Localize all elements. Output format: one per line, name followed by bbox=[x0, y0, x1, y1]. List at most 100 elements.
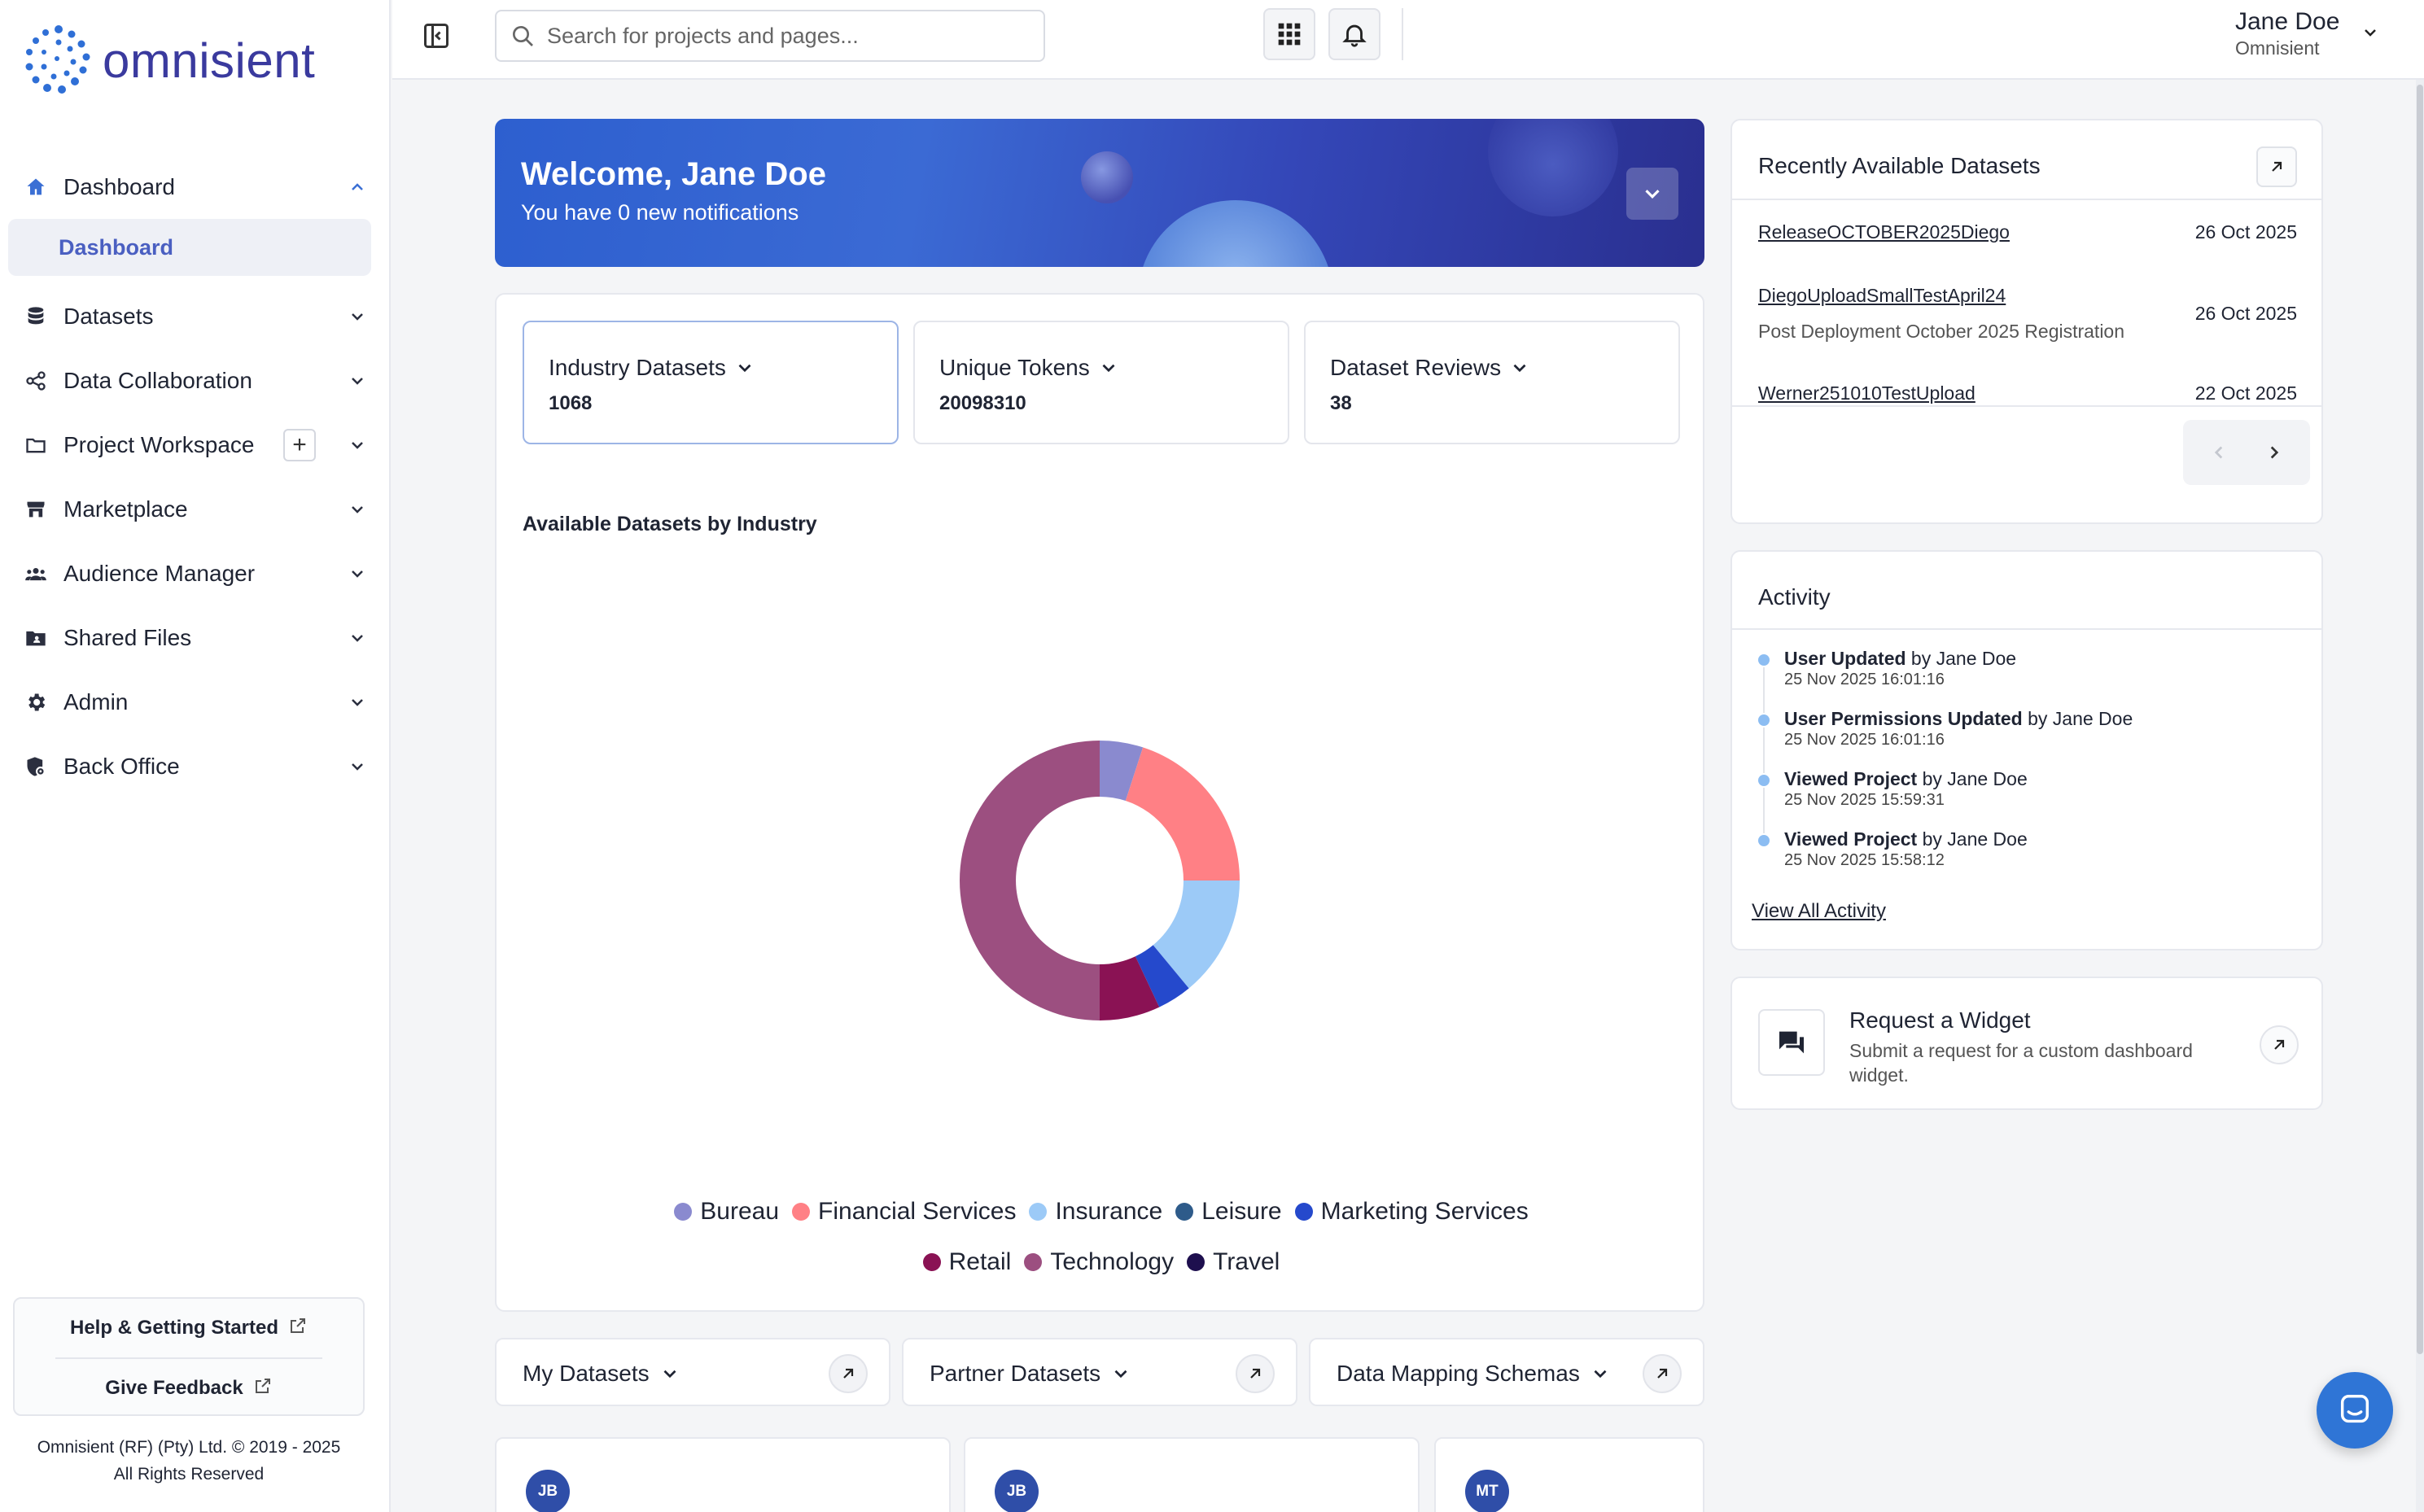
request-widget-description: Submit a request for a custom dashboard … bbox=[1849, 1040, 2193, 1086]
sidebar-item-label: Datasets bbox=[63, 303, 154, 329]
apps-grid-button[interactable] bbox=[1263, 8, 1315, 60]
welcome-title: Welcome, Jane Doe bbox=[521, 156, 826, 192]
donut-slice-bureau[interactable] bbox=[1100, 741, 1144, 802]
sidebar-item-admin[interactable]: Admin bbox=[0, 670, 391, 734]
grid-icon bbox=[1278, 23, 1301, 46]
legend-item-bureau[interactable]: Bureau bbox=[674, 1198, 779, 1226]
logo[interactable]: omnisient bbox=[24, 24, 315, 96]
legend-item-leisure[interactable]: Leisure bbox=[1175, 1198, 1282, 1226]
chevron-down-icon[interactable] bbox=[2361, 23, 2380, 46]
dataset-card[interactable]: MT bbox=[1434, 1437, 1704, 1512]
sidebar-item-dashboard[interactable]: Dashboard bbox=[0, 155, 391, 219]
chevron-down-icon[interactable] bbox=[345, 497, 370, 522]
chevron-down-icon[interactable] bbox=[345, 304, 370, 329]
sidebar-nav: Dashboard Dashboard Datasets Data Collab… bbox=[0, 155, 391, 798]
feedback-link[interactable]: Give Feedback bbox=[15, 1359, 363, 1418]
donut-slice-technology[interactable] bbox=[960, 741, 1100, 1020]
scrollbar-thumb[interactable] bbox=[2417, 85, 2423, 1354]
legend-item-financial-services[interactable]: Financial Services bbox=[792, 1198, 1016, 1226]
dataset-card[interactable]: JB bbox=[964, 1437, 1420, 1512]
chevron-down-icon bbox=[1645, 190, 1660, 199]
legend-item-retail[interactable]: Retail bbox=[922, 1248, 1011, 1276]
sidebar-subitem-dashboard[interactable]: Dashboard bbox=[8, 219, 371, 276]
sidebar-item-project-workspace[interactable]: Project Workspace + bbox=[0, 413, 391, 477]
dataset-link[interactable]: DiegoUploadSmallTestApril24 bbox=[1758, 285, 2006, 306]
divider bbox=[1732, 628, 2321, 630]
timeline-line bbox=[1763, 667, 1765, 713]
dataset-link[interactable]: Werner251010TestUpload bbox=[1758, 382, 1976, 404]
dataset-card[interactable]: JB bbox=[495, 1437, 951, 1512]
open-recent-datasets-button[interactable] bbox=[2256, 146, 2297, 187]
add-project-button[interactable]: + bbox=[283, 428, 316, 461]
chevron-down-icon[interactable] bbox=[345, 754, 370, 779]
tab-data-mapping-schemas[interactable]: Data Mapping Schemas bbox=[1309, 1338, 1704, 1406]
shared-folder-icon bbox=[23, 625, 49, 651]
sidebar-item-marketplace[interactable]: Marketplace bbox=[0, 477, 391, 541]
chevron-right-icon[interactable] bbox=[2261, 439, 2287, 465]
legend-item-marketing-services[interactable]: Marketing Services bbox=[1294, 1198, 1529, 1226]
dataset-date: 26 Oct 2025 bbox=[2194, 303, 2297, 324]
dataset-link[interactable]: ReleaseOCTOBER2025Diego bbox=[1758, 221, 2010, 243]
scrollbar[interactable] bbox=[2416, 80, 2424, 1512]
timeline-dot bbox=[1758, 714, 1770, 726]
share-nodes-icon bbox=[23, 368, 49, 394]
donut-slice-insurance[interactable] bbox=[1153, 881, 1240, 989]
legend-swatch bbox=[792, 1203, 811, 1221]
donut-slice-marketing-services[interactable] bbox=[1135, 945, 1189, 1007]
activity-action: Viewed Project bbox=[1784, 768, 1918, 789]
chevron-down-icon[interactable] bbox=[345, 562, 370, 586]
expand-notifications-button[interactable] bbox=[1626, 168, 1678, 220]
view-all-activity-link[interactable]: View All Activity bbox=[1752, 900, 1886, 922]
legend-swatch bbox=[1294, 1203, 1313, 1221]
chevron-down-icon[interactable] bbox=[345, 626, 370, 650]
tab-label: My Datasets bbox=[523, 1361, 650, 1386]
chevron-down-icon[interactable] bbox=[345, 369, 370, 393]
sidebar-item-label: Dashboard bbox=[63, 173, 175, 199]
open-request-widget-button[interactable] bbox=[2260, 1025, 2299, 1064]
people-icon bbox=[23, 561, 49, 587]
chevron-down-icon bbox=[738, 364, 751, 373]
stat-industry-datasets[interactable]: Industry Datasets 1068 bbox=[523, 321, 899, 444]
arrow-up-right-icon bbox=[843, 1368, 854, 1379]
stat-unique-tokens[interactable]: Unique Tokens 20098310 bbox=[913, 321, 1289, 444]
support-chat-button[interactable] bbox=[2317, 1372, 2393, 1449]
chevron-down-icon bbox=[1513, 364, 1526, 373]
sidebar-toggle-icon[interactable] bbox=[422, 21, 451, 50]
activity-time: 25 Nov 2025 15:59:31 bbox=[1784, 791, 1945, 809]
stat-dataset-reviews[interactable]: Dataset Reviews 38 bbox=[1304, 321, 1680, 444]
chevron-down-icon[interactable] bbox=[345, 433, 370, 457]
timeline-line bbox=[1763, 788, 1765, 833]
legend-item-insurance[interactable]: Insurance bbox=[1029, 1198, 1162, 1226]
legend-label: Bureau bbox=[700, 1198, 780, 1225]
donut-slice-financial-services[interactable] bbox=[1125, 747, 1240, 881]
external-link-icon bbox=[288, 1316, 308, 1341]
open-my-datasets-button[interactable] bbox=[829, 1354, 868, 1393]
sidebar-item-back-office[interactable]: Back Office bbox=[0, 734, 391, 798]
sidebar-item-audience-manager[interactable]: Audience Manager bbox=[0, 541, 391, 605]
help-link[interactable]: Help & Getting Started bbox=[15, 1299, 363, 1357]
legend-label: Insurance bbox=[1055, 1198, 1163, 1225]
chevron-up-icon[interactable] bbox=[345, 175, 370, 199]
open-data-mapping-schemas-button[interactable] bbox=[1643, 1354, 1682, 1393]
request-widget-card[interactable]: Request a Widget Submit a request for a … bbox=[1730, 977, 2323, 1110]
legend-item-technology[interactable]: Technology bbox=[1024, 1248, 1174, 1276]
activity-action: User Updated bbox=[1784, 648, 1906, 669]
legend-item-travel[interactable]: Travel bbox=[1187, 1248, 1280, 1276]
tab-partner-datasets[interactable]: Partner Datasets bbox=[902, 1338, 1297, 1406]
notifications-button[interactable] bbox=[1328, 8, 1380, 60]
open-partner-datasets-button[interactable] bbox=[1236, 1354, 1275, 1393]
chevron-down-icon[interactable] bbox=[345, 690, 370, 714]
activity-time: 25 Nov 2025 16:01:16 bbox=[1784, 671, 1945, 688]
legend-label: Travel bbox=[1213, 1248, 1280, 1275]
chevron-left-icon[interactable] bbox=[2206, 439, 2232, 465]
sidebar-item-data-collaboration[interactable]: Data Collaboration bbox=[0, 348, 391, 413]
search-input[interactable] bbox=[547, 23, 1019, 49]
tab-my-datasets[interactable]: My Datasets bbox=[495, 1338, 890, 1406]
user-org: Omnisient bbox=[2235, 37, 2320, 59]
copyright-line: Omnisient (RF) (Pty) Ltd. © 2019 - 2025 bbox=[37, 1438, 341, 1457]
user-name[interactable]: Jane Doe bbox=[2235, 8, 2340, 35]
stat-label: Unique Tokens bbox=[939, 355, 1090, 380]
sidebar-item-shared-files[interactable]: Shared Files bbox=[0, 605, 391, 670]
sidebar-item-datasets[interactable]: Datasets bbox=[0, 284, 391, 348]
donut-slice-retail[interactable] bbox=[1100, 956, 1160, 1020]
